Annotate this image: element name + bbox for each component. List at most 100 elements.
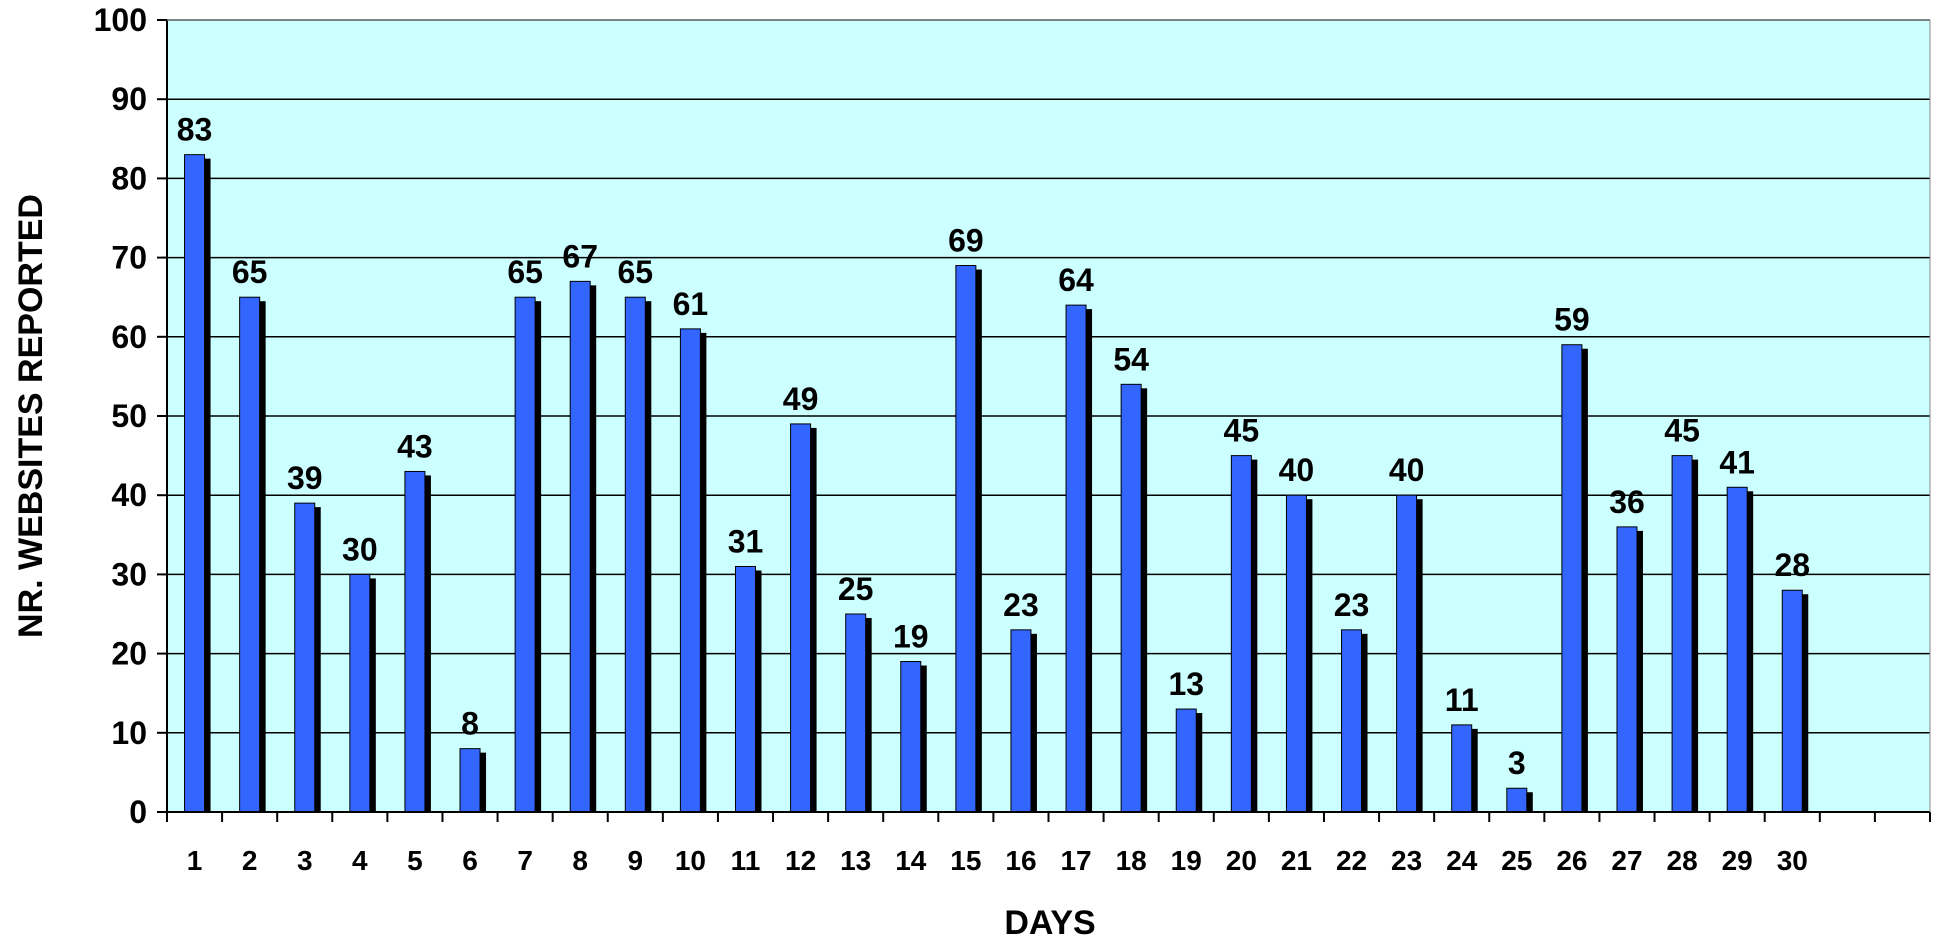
bar-shadow (754, 570, 762, 812)
x-tick-label: 24 (1446, 845, 1478, 876)
data-label: 65 (232, 254, 268, 290)
bar-shadow (589, 285, 597, 812)
bar-shadow (1415, 499, 1423, 812)
data-label: 45 (1224, 413, 1260, 449)
y-tick-label: 20 (111, 636, 147, 672)
x-tick-label: 15 (950, 845, 981, 876)
bar-shadow (1525, 792, 1533, 812)
data-label: 61 (673, 286, 709, 322)
y-axis-title: NR. WEBSITES REPORTED (12, 194, 50, 638)
bar-shadow (1801, 594, 1809, 812)
bar-shadow (1691, 459, 1699, 812)
data-label: 23 (1003, 587, 1039, 623)
bar-shadow (864, 618, 872, 812)
data-label: 11 (1445, 682, 1479, 718)
bar-shadow (1746, 491, 1754, 812)
data-label: 40 (1389, 452, 1425, 488)
data-label: 36 (1609, 484, 1645, 520)
data-label: 8 (461, 706, 479, 742)
bar-shadow (644, 301, 652, 812)
data-label: 25 (838, 571, 874, 607)
bar (1341, 629, 1363, 813)
bar (1671, 455, 1693, 813)
bar (1285, 494, 1307, 813)
data-label: 19 (893, 619, 929, 655)
bar (569, 280, 591, 813)
x-tick-label: 18 (1116, 845, 1147, 876)
bar (1175, 708, 1197, 813)
data-label: 67 (562, 238, 598, 274)
data-label: 54 (1113, 341, 1149, 377)
data-label: 43 (397, 428, 433, 464)
x-tick-label: 6 (462, 845, 478, 876)
bar (1506, 787, 1528, 813)
bars (184, 154, 1809, 813)
bar-shadow (258, 301, 266, 812)
x-tick-label: 11 (731, 845, 761, 876)
x-tick-label: 28 (1667, 845, 1698, 876)
bar-shadow (534, 301, 542, 812)
x-tick-label: 22 (1336, 845, 1367, 876)
y-tick-label: 70 (111, 240, 147, 276)
x-tick-label: 10 (675, 845, 706, 876)
bar-shadow (1360, 633, 1368, 812)
data-label: 49 (783, 381, 819, 417)
x-tick-label: 8 (572, 845, 588, 876)
bar (1726, 486, 1748, 813)
bar-shadow (1085, 309, 1093, 812)
x-tick-label: 25 (1501, 845, 1532, 876)
bar (1120, 383, 1142, 813)
x-tick-label: 5 (407, 845, 423, 876)
bar (404, 470, 426, 813)
x-tick-label: 13 (840, 845, 871, 876)
bar (1230, 455, 1252, 813)
bar (734, 565, 756, 813)
data-label: 59 (1554, 302, 1590, 338)
bar-shadow (368, 578, 376, 812)
bar (514, 296, 536, 813)
bar-shadow (1305, 499, 1313, 812)
y-tick-label: 90 (111, 81, 147, 117)
bar (679, 328, 701, 813)
x-tick-label: 23 (1391, 845, 1422, 876)
data-label: 40 (1279, 452, 1315, 488)
x-tick-label: 7 (517, 845, 533, 876)
data-label: 13 (1168, 666, 1204, 702)
data-label: 45 (1664, 413, 1700, 449)
x-tick-label: 30 (1777, 845, 1808, 876)
data-label: 65 (618, 254, 654, 290)
bar-shadow (1635, 530, 1643, 812)
data-label: 28 (1774, 547, 1810, 583)
x-tick-label: 16 (1005, 845, 1036, 876)
data-label: 39 (287, 460, 323, 496)
x-tick-label: 12 (785, 845, 816, 876)
y-tick-label: 30 (111, 556, 147, 592)
bar-shadow (1250, 459, 1258, 812)
bar-shadow (1029, 633, 1037, 812)
x-tick-label: 29 (1722, 845, 1753, 876)
x-tick-label: 19 (1171, 845, 1202, 876)
bar (1451, 724, 1473, 813)
bar-shadow (1580, 348, 1588, 812)
bar (1561, 344, 1583, 813)
bar (1781, 589, 1803, 813)
bar (1616, 526, 1638, 813)
y-tick-label: 50 (111, 398, 147, 434)
bar-shadow (699, 332, 707, 812)
x-tick-label: 17 (1060, 845, 1091, 876)
x-tick-label: 2 (242, 845, 258, 876)
bar (459, 748, 481, 813)
x-tick-label: 26 (1556, 845, 1587, 876)
x-tick-label: 4 (352, 845, 368, 876)
data-label: 83 (177, 112, 213, 148)
data-label: 69 (948, 223, 984, 259)
bar (790, 423, 812, 813)
x-tick-label: 1 (187, 845, 203, 876)
bar-shadow (203, 158, 211, 812)
bar-shadow (423, 475, 431, 812)
x-tick-label: 20 (1226, 845, 1257, 876)
x-tick-label: 21 (1281, 845, 1312, 876)
x-tick-label: 3 (297, 845, 313, 876)
